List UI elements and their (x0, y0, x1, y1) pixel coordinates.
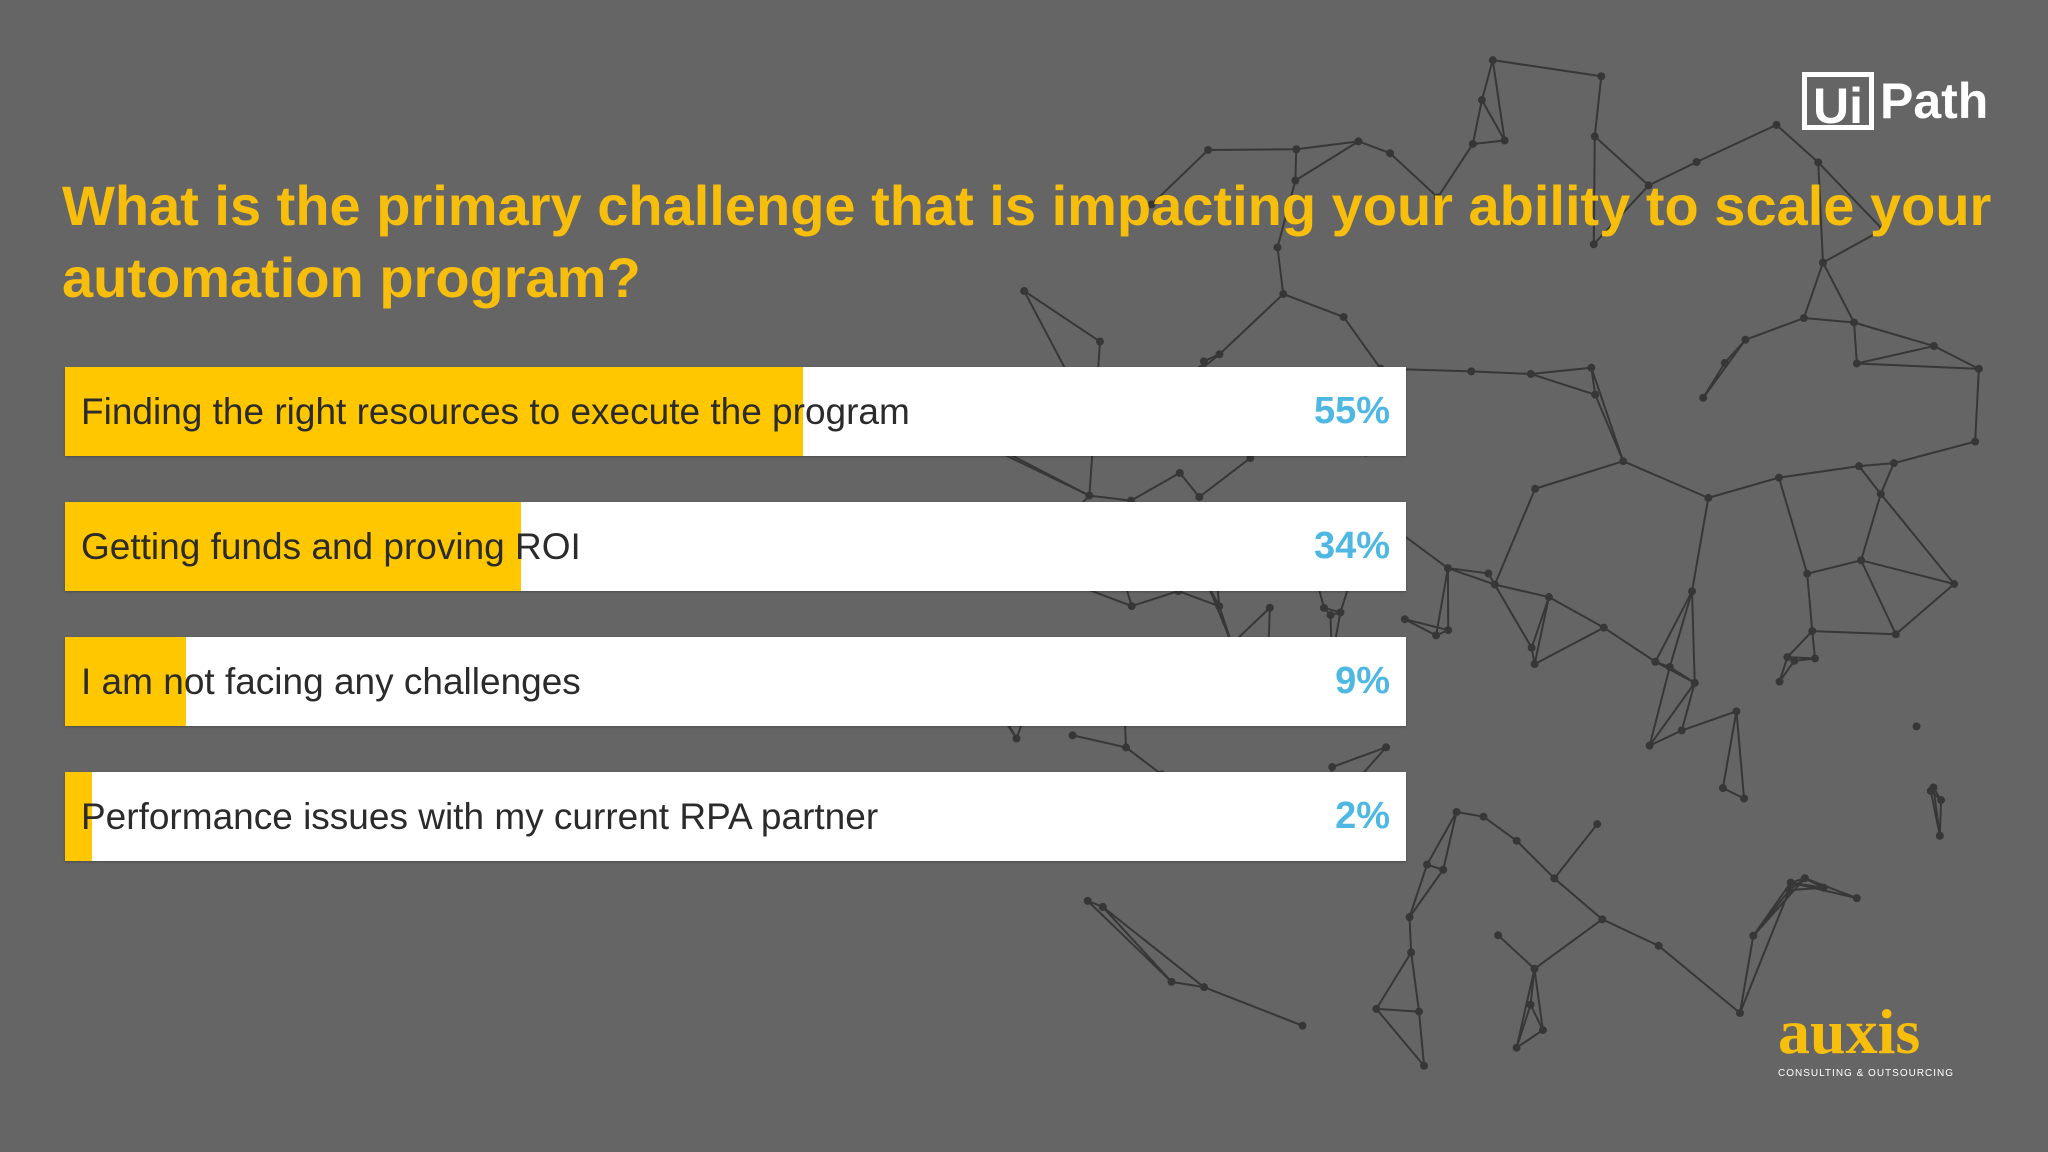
uipath-logo: Ui Path (1802, 66, 1988, 136)
auxis-logo-text: auxis (1778, 996, 1921, 1067)
bar-row: Finding the right resources to execute t… (65, 367, 1406, 456)
bar-label: I am not facing any challenges (81, 661, 581, 702)
bar-value-label: 34% (1313, 525, 1390, 567)
bar-value-label: 2% (1335, 795, 1390, 837)
bar-fill (65, 502, 521, 591)
auxis-logo: auxis CONSULTING & OUTSOURCING (1778, 996, 1958, 1080)
bar-value-label: 9% (1335, 660, 1390, 702)
bar-row: Getting funds and proving ROI 34% (65, 502, 1406, 591)
bar-label: Finding the right resources to execute t… (81, 391, 910, 432)
bar-fill (65, 772, 92, 861)
bar-chart: Finding the right resources to execute t… (65, 367, 1406, 907)
bar-row: I am not facing any challenges 9% (65, 637, 1406, 726)
auxis-logo-tagline: CONSULTING & OUTSOURCING (1778, 1068, 1955, 1079)
bar-value-label: 55% (1313, 390, 1390, 432)
bar-row: Performance issues with my current RPA p… (65, 772, 1406, 861)
uipath-logo-text: Path (1880, 73, 1989, 129)
chart-title: What is the primary challenge that is im… (62, 174, 1992, 309)
bar-label: Performance issues with my current RPA p… (81, 796, 879, 837)
bar-fill (65, 637, 186, 726)
uipath-logo-box: Ui (1802, 72, 1874, 134)
bar-label: Getting funds and proving ROI (81, 526, 581, 567)
bar-fill (65, 367, 803, 456)
